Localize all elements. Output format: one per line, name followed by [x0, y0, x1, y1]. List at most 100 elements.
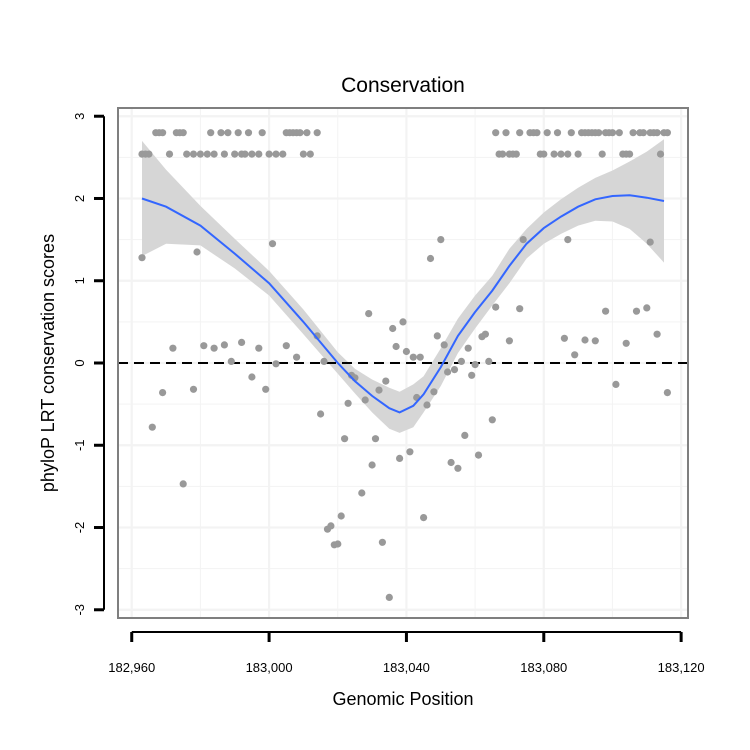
- data-point: [220, 150, 228, 158]
- data-point: [567, 129, 575, 137]
- data-point: [365, 310, 373, 318]
- data-point: [416, 353, 424, 361]
- data-point: [433, 332, 441, 340]
- data-point: [595, 129, 603, 137]
- data-point: [159, 129, 167, 137]
- data-point: [492, 303, 500, 311]
- x-axis-title: Genomic Position: [332, 689, 473, 709]
- panel-border: [117, 107, 689, 619]
- x-tick-label: 183,120: [658, 660, 705, 675]
- data-point: [272, 150, 280, 158]
- data-point: [341, 435, 349, 443]
- data-point: [615, 129, 623, 137]
- data-point: [262, 385, 270, 393]
- data-point: [179, 480, 187, 488]
- data-point: [389, 324, 397, 333]
- data-point: [639, 129, 648, 137]
- data-point: [169, 344, 177, 352]
- data-point: [179, 129, 187, 137]
- data-point: [382, 377, 390, 385]
- data-point: [303, 129, 311, 137]
- data-point: [361, 396, 369, 404]
- data-point: [440, 341, 448, 349]
- data-point: [148, 423, 156, 431]
- data-point: [268, 240, 277, 248]
- data-point: [420, 514, 428, 522]
- data-point: [502, 129, 510, 137]
- data-point: [481, 330, 489, 338]
- data-point: [282, 342, 290, 350]
- y-tick-label: -1: [72, 439, 87, 451]
- data-point: [327, 522, 335, 530]
- data-point: [643, 304, 651, 312]
- data-point: [598, 150, 606, 158]
- y-tick-label: 3: [72, 113, 87, 120]
- x-tick-label: 183,040: [383, 660, 430, 675]
- data-point: [241, 150, 249, 158]
- data-point: [234, 129, 242, 137]
- data-point: [540, 150, 548, 158]
- y-axis: -3 -2 -1 0 1 2 3: [72, 113, 105, 616]
- data-point: [375, 386, 383, 394]
- data-point: [189, 385, 198, 393]
- data-point: [248, 150, 256, 158]
- data-point: [663, 389, 672, 397]
- data-point: [557, 150, 565, 158]
- data-point: [306, 150, 314, 158]
- data-point: [516, 305, 524, 313]
- data-point: [231, 150, 239, 158]
- data-point: [402, 347, 410, 356]
- data-point: [385, 593, 393, 602]
- data-point: [296, 129, 304, 137]
- x-axis: 182,960 183,000 183,040 183,080 183,120: [108, 631, 705, 675]
- data-point: [663, 129, 672, 137]
- data-point: [553, 129, 562, 137]
- data-point: [317, 410, 325, 418]
- data-point: [533, 129, 541, 137]
- data-point: [447, 458, 455, 467]
- data-point: [189, 150, 198, 158]
- data-point: [564, 236, 572, 244]
- y-tick-label: 0: [72, 359, 87, 366]
- data-point: [426, 254, 435, 263]
- data-point: [550, 150, 558, 158]
- data-point: [564, 150, 572, 158]
- data-point: [423, 401, 431, 409]
- data-point: [183, 150, 191, 158]
- data-point: [145, 150, 153, 158]
- data-point: [255, 344, 263, 352]
- data-point: [574, 150, 582, 158]
- data-point: [409, 353, 417, 361]
- data-point: [512, 150, 520, 158]
- data-point: [406, 448, 414, 456]
- data-point: [485, 357, 493, 365]
- data-point: [653, 330, 661, 338]
- data-point: [457, 357, 465, 365]
- data-point: [358, 489, 366, 497]
- data-point: [399, 318, 407, 326]
- data-point: [474, 451, 483, 459]
- data-point: [499, 150, 507, 158]
- data-point: [516, 129, 524, 137]
- data-point: [159, 389, 167, 397]
- data-point: [320, 357, 328, 365]
- data-point: [396, 454, 404, 462]
- data-point: [165, 150, 174, 158]
- data-point: [258, 129, 266, 137]
- data-point: [392, 342, 400, 351]
- data-point: [224, 129, 232, 137]
- data-point: [543, 129, 551, 137]
- data-point: [193, 248, 201, 256]
- data-point: [265, 150, 273, 158]
- data-point: [656, 150, 665, 158]
- data-point: [203, 150, 211, 158]
- data-point: [238, 338, 246, 346]
- data-point: [505, 337, 513, 345]
- data-point: [602, 307, 610, 315]
- data-point: [612, 380, 620, 388]
- y-tick-label: -3: [72, 604, 87, 616]
- y-tick-label: -2: [72, 522, 87, 534]
- data-point: [519, 236, 527, 244]
- data-point: [646, 238, 654, 246]
- data-point: [437, 236, 445, 244]
